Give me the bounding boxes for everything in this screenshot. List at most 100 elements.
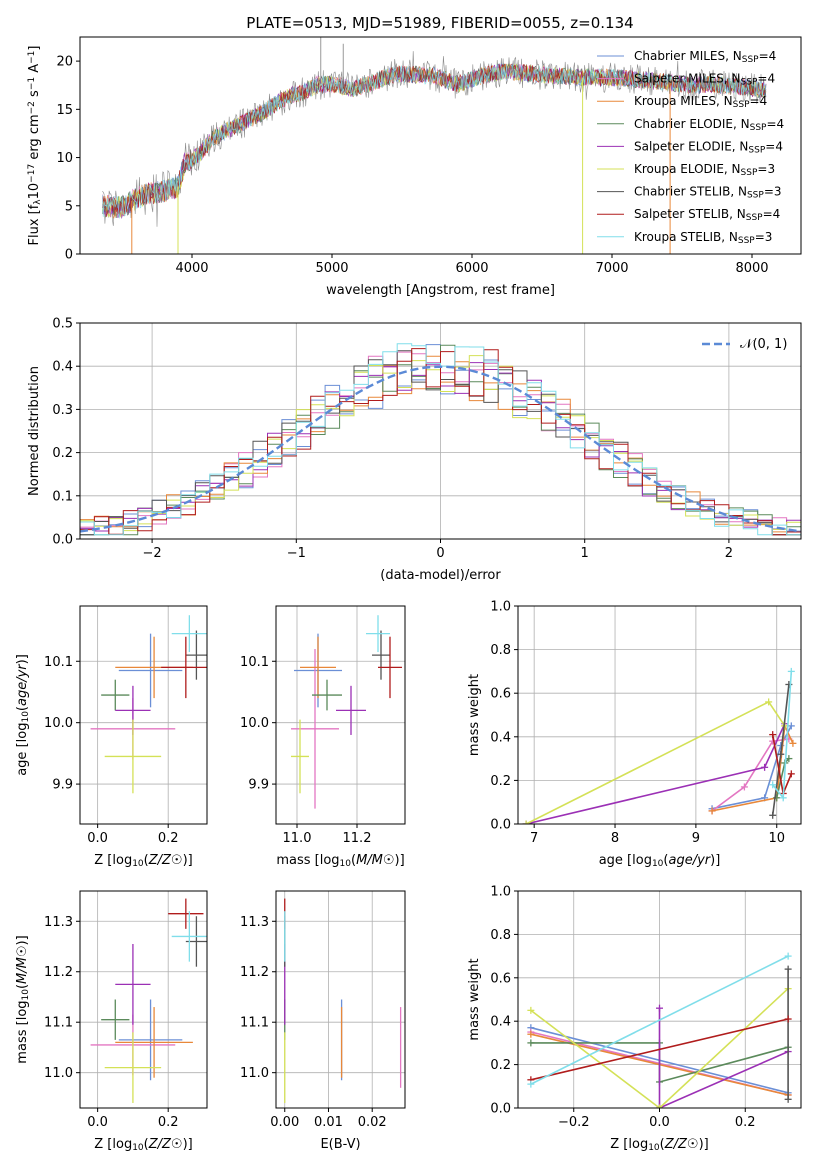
label-part: Kroupa STELIB, N bbox=[634, 230, 738, 244]
y-tick-label: 0.6 bbox=[490, 687, 511, 702]
label-part: 10 bbox=[132, 859, 144, 869]
x-tick-label: 6000 bbox=[455, 261, 488, 276]
y-tick-label: 0.5 bbox=[52, 317, 73, 332]
y-tick-label: 20 bbox=[56, 55, 73, 70]
weight-line bbox=[530, 955, 789, 1085]
x-axis-label: E(B-V) bbox=[320, 1137, 360, 1152]
x-tick-label: 4000 bbox=[175, 261, 208, 276]
y-tick-label: 5 bbox=[65, 199, 73, 214]
y-axis-label: mass weight bbox=[467, 958, 482, 1040]
y-tick-label: 0.4 bbox=[490, 1015, 511, 1030]
plot-area bbox=[90, 898, 207, 1103]
weight-line bbox=[658, 1008, 789, 1108]
label-part: 10 bbox=[340, 859, 352, 869]
y-tick-label: 10.0 bbox=[240, 716, 269, 731]
y-axis-label: Flux [fλ10−17 erg cm−2 s−1 A−1] bbox=[27, 46, 43, 246]
x-axis-label: (data-model)/error bbox=[380, 568, 501, 583]
y-tick-label: 0.3 bbox=[52, 403, 73, 418]
x-axis-label: wavelength [Angstrom, rest frame] bbox=[326, 283, 555, 298]
y-tick-label: 0.2 bbox=[52, 446, 73, 461]
y-tick-label: 10.1 bbox=[240, 655, 269, 670]
x-tick-label: 11.2 bbox=[343, 831, 372, 846]
y-tick-label: 11.0 bbox=[240, 1066, 269, 1081]
label-part: =3 bbox=[764, 185, 782, 199]
label-part: ( bbox=[15, 984, 30, 989]
weight-line bbox=[711, 722, 794, 812]
legend-label: Chabrier MILES, NSSP=4 bbox=[634, 49, 776, 65]
y-tick-label: 0.4 bbox=[490, 730, 511, 745]
x-axis-label: age [log10(age/yr)] bbox=[599, 853, 721, 869]
y-axis-label: mass weight bbox=[467, 674, 482, 756]
y-tick-label: 0 bbox=[65, 248, 73, 263]
axes-frame bbox=[79, 605, 208, 825]
label-part: Salpeter ELODIE, N bbox=[634, 139, 748, 153]
label-part: =3 bbox=[757, 162, 775, 176]
label-part: =4 bbox=[766, 117, 784, 131]
x-axis-label: mass [log10(M/M☉)] bbox=[276, 853, 404, 869]
legend-label: Salpeter ELODIE, NSSP=4 bbox=[634, 139, 783, 155]
label-part: age/yr bbox=[15, 663, 30, 706]
x-tick-label: −1 bbox=[287, 546, 306, 561]
legend-label: Chabrier ELODIE, NSSP=4 bbox=[634, 117, 784, 133]
label-part: λ bbox=[33, 199, 43, 205]
x-tick-label: 0.0 bbox=[87, 1115, 108, 1130]
y-tick-label: 0.1 bbox=[52, 489, 73, 504]
x-tick-label: 11.0 bbox=[283, 831, 312, 846]
label-part: Chabrier STELIB, N bbox=[634, 185, 747, 199]
label-part: log bbox=[112, 1137, 132, 1152]
label-part: )] bbox=[710, 853, 720, 868]
panel-mass-vs-Z: 0.0 0.211.011.111.211.3Z [log10(Z/Z☉)]mas… bbox=[15, 890, 208, 1153]
y-tick-label: 11.1 bbox=[240, 1016, 269, 1031]
label-part: ( bbox=[660, 1137, 665, 1152]
x-axis-label: Z [log10(Z/Z☉)] bbox=[610, 1137, 709, 1153]
x-tick-label: 2 bbox=[725, 546, 733, 561]
label-part: log bbox=[320, 853, 340, 868]
y-tick-label: 0.0 bbox=[490, 818, 511, 833]
label-part: Z/Z☉ bbox=[664, 1137, 699, 1152]
y-tick-label: 0.6 bbox=[490, 971, 511, 986]
label-part: log bbox=[628, 1137, 648, 1152]
label-part: SSP bbox=[733, 100, 750, 110]
axes-frame bbox=[517, 605, 802, 825]
spectrum-line bbox=[102, 64, 767, 219]
label-part: =4 bbox=[757, 72, 775, 86]
label-part: M/M☉ bbox=[356, 853, 394, 868]
normal-curve bbox=[80, 365, 801, 533]
y-tick-label: 0.8 bbox=[490, 643, 511, 658]
label-part: M/M☉ bbox=[15, 945, 30, 983]
label-part: age [ bbox=[15, 742, 30, 775]
y-tick-label: 9.9 bbox=[52, 778, 73, 793]
x-tick-label: 5000 bbox=[315, 261, 348, 276]
y-tick-label: 10.0 bbox=[44, 716, 73, 731]
y-tick-label: 0.4 bbox=[52, 360, 73, 375]
y-tick-label: 10.1 bbox=[44, 655, 73, 670]
x-tick-label: 7000 bbox=[595, 261, 628, 276]
x-tick-label: 0.0 bbox=[87, 831, 108, 846]
x-tick-label: −2 bbox=[143, 546, 162, 561]
x-axis-label: Z [log10(Z/Z☉)] bbox=[94, 853, 193, 869]
plot-area bbox=[284, 898, 402, 1103]
y-tick-label: 0.0 bbox=[52, 533, 73, 548]
label-part: log bbox=[632, 853, 652, 868]
weight-line bbox=[711, 738, 790, 812]
y-tick-label: 9.9 bbox=[248, 778, 269, 793]
label-part: 10 bbox=[648, 1143, 660, 1153]
label-part: Chabrier MILES, N bbox=[634, 49, 742, 63]
label-part: Chabrier ELODIE, N bbox=[634, 117, 750, 131]
label-part: −17 bbox=[27, 164, 37, 183]
x-tick-label: 10 bbox=[768, 831, 785, 846]
y-axis-label: Normed distribution bbox=[27, 366, 42, 496]
legend-label: 𝒩(0, 1) bbox=[740, 337, 787, 352]
y-tick-label: 11.0 bbox=[44, 1066, 73, 1081]
label-part: =4 bbox=[763, 207, 781, 221]
label-part: Kroupa ELODIE, N bbox=[634, 162, 741, 176]
x-axis-label: Z [log10(Z/Z☉)] bbox=[94, 1137, 193, 1153]
label-part: )] bbox=[183, 1137, 193, 1152]
weight-line bbox=[530, 1018, 789, 1081]
y-tick-label: 15 bbox=[56, 103, 73, 118]
legend-label: Salpeter MILES, NSSP=4 bbox=[634, 72, 775, 88]
y-axis-label: age [log10(age/yr)] bbox=[15, 654, 31, 776]
